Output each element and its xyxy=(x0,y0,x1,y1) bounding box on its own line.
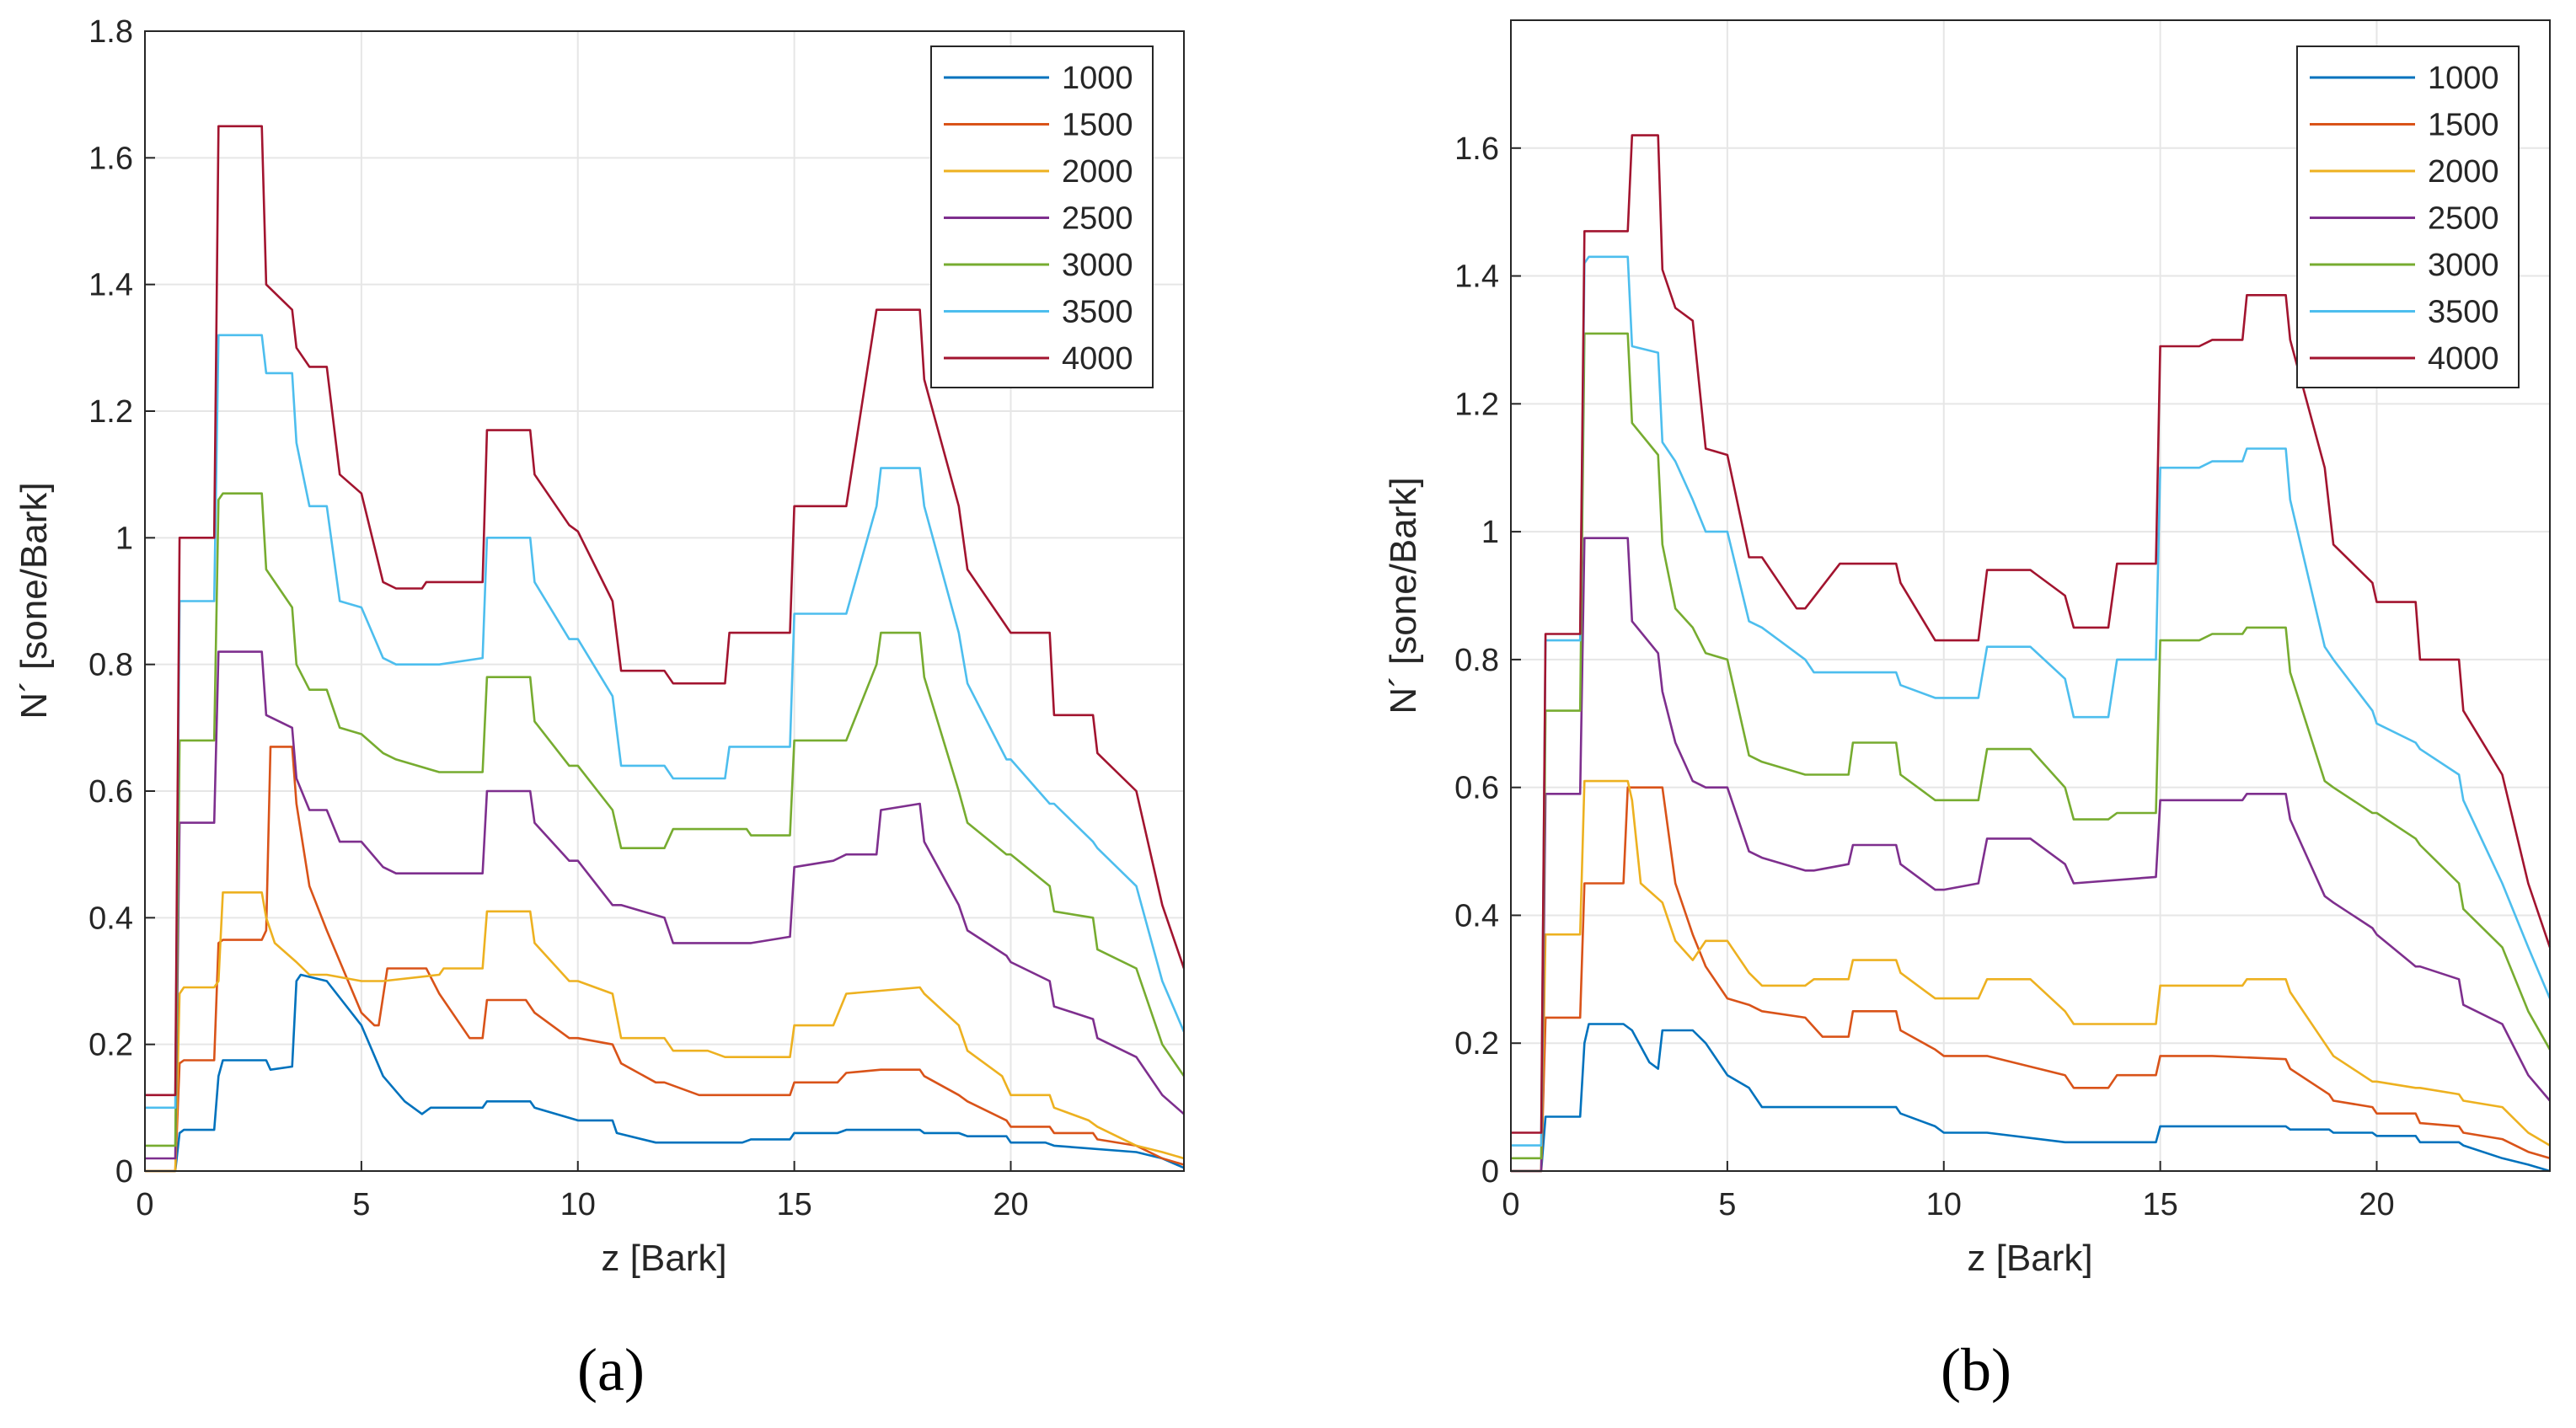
series-line-4000 xyxy=(145,125,1186,1097)
x-tick-labels: 0 5 10 15 20 xyxy=(1502,1187,2394,1222)
x-tick-label: 0 xyxy=(136,1187,153,1222)
axes-frame xyxy=(1510,19,2551,1172)
legend-label-3500: 3500 xyxy=(2428,295,2499,330)
y-tick-labels: 0 0.2 0.4 0.6 0.8 1 1.2 1.4 1.6 xyxy=(1454,131,1499,1190)
x-axis-label: z [Bark] xyxy=(601,1238,726,1279)
legend-label-3500: 3500 xyxy=(1062,295,1133,330)
series-line-3000 xyxy=(1511,332,2552,1160)
y-tick-label: 1.2 xyxy=(88,394,133,430)
series-line-2500 xyxy=(1511,537,2551,1173)
y-tick-label: 0.2 xyxy=(1454,1026,1499,1062)
y-tick-label: 0.4 xyxy=(1454,898,1499,933)
legend-label-1500: 1500 xyxy=(1062,108,1133,143)
panel-caption-a: (a) xyxy=(577,1336,645,1404)
y-tick-label: 1.6 xyxy=(1454,131,1499,167)
series-lines xyxy=(145,125,1186,1173)
legend-label-2500: 2500 xyxy=(2428,201,2499,237)
legend-label-4000: 4000 xyxy=(2428,341,2499,377)
x-tick-label: 20 xyxy=(993,1187,1028,1222)
y-tick-label: 1.4 xyxy=(1454,259,1499,295)
axes-frame xyxy=(144,30,1185,1172)
y-axis-label: N´ [sone/Bark] xyxy=(1383,477,1424,714)
x-tick-label: 15 xyxy=(776,1187,811,1222)
series-line-3500 xyxy=(1511,255,2552,1147)
x-tick-labels: 0 5 10 15 20 xyxy=(136,1187,1028,1222)
x-tick-label: 20 xyxy=(2359,1187,2394,1222)
chart-panel-a: 0 0.2 0.4 0.6 0.8 1 1.2 1.4 1.6 1.8 0 5 10 15 20 N´ [… xyxy=(13,14,1186,1404)
y-tick-label: 1 xyxy=(1481,515,1499,550)
y-tick-label: 0 xyxy=(115,1154,133,1190)
legend: 1000 1500 2000 2500 3000 3500 4000 xyxy=(930,45,1154,388)
series-line-1000 xyxy=(145,973,1185,1173)
y-tick-label: 0.2 xyxy=(88,1028,133,1063)
y-tick-label: 0 xyxy=(1481,1154,1499,1190)
y-tick-label: 1.4 xyxy=(88,268,133,303)
legend-label-4000: 4000 xyxy=(1062,341,1133,377)
legend-label-1000: 1000 xyxy=(1062,61,1133,96)
series-line-4000 xyxy=(1511,134,2552,1134)
x-axis-label: z [Bark] xyxy=(1967,1238,2092,1279)
y-tick-label: 1.2 xyxy=(1454,387,1499,422)
x-tick-label: 0 xyxy=(1502,1187,1519,1222)
series-line-1500 xyxy=(1511,786,2551,1173)
chart-panel-b: 0 0.2 0.4 0.6 0.8 1 1.2 1.4 1.6 0 5 10 15 20 N´ [son… xyxy=(1383,19,2552,1404)
series-line-1000 xyxy=(1511,1023,2551,1173)
series-line-2500 xyxy=(145,650,1185,1160)
y-tick-label: 0.4 xyxy=(88,901,133,936)
legend-label-1500: 1500 xyxy=(2428,108,2499,143)
y-tick-label: 0.8 xyxy=(88,648,133,683)
series-line-1500 xyxy=(145,746,1185,1173)
x-tick-label: 10 xyxy=(560,1187,596,1222)
x-tick-label: 15 xyxy=(2142,1187,2177,1222)
legend-label-3000: 3000 xyxy=(2428,248,2499,283)
y-axis-label: N´ [sone/Bark] xyxy=(13,482,55,719)
y-tick-label: 1.6 xyxy=(88,141,133,176)
y-tick-label: 0.8 xyxy=(1454,643,1499,678)
legend: 1000 1500 2000 2500 3000 3500 4000 xyxy=(2296,45,2520,388)
legend-label-2000: 2000 xyxy=(2428,154,2499,190)
series-line-3500 xyxy=(145,334,1186,1110)
series-line-3000 xyxy=(145,492,1186,1147)
series-line-2000 xyxy=(145,891,1185,1173)
series-lines xyxy=(1511,134,2552,1173)
y-tick-label: 0.6 xyxy=(88,774,133,810)
x-tick-label: 5 xyxy=(352,1187,370,1222)
legend-label-3000: 3000 xyxy=(1062,248,1133,283)
legend-label-2500: 2500 xyxy=(1062,201,1133,237)
y-tick-label: 1.8 xyxy=(88,14,133,50)
x-tick-label: 10 xyxy=(1926,1187,1962,1222)
panel-caption-b: (b) xyxy=(1941,1336,2011,1404)
x-tick-label: 5 xyxy=(1718,1187,1736,1222)
legend-label-2000: 2000 xyxy=(1062,154,1133,190)
legend-label-1000: 1000 xyxy=(2428,61,2499,96)
y-tick-labels: 0 0.2 0.4 0.6 0.8 1 1.2 1.4 1.6 1.8 xyxy=(88,14,133,1190)
y-tick-label: 0.6 xyxy=(1454,771,1499,806)
y-tick-label: 1 xyxy=(115,521,133,556)
series-line-2000 xyxy=(1511,779,2551,1173)
